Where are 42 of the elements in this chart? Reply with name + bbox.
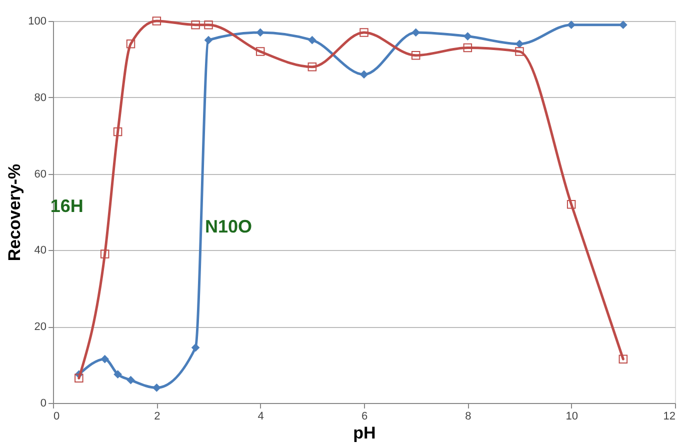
point	[515, 40, 524, 48]
point	[308, 62, 317, 72]
point	[515, 47, 524, 56]
x-axis-title: pH	[353, 424, 376, 442]
x-tick-label: 2	[154, 410, 160, 422]
point	[204, 36, 213, 44]
point	[191, 343, 200, 352]
point	[152, 384, 161, 392]
point	[566, 200, 576, 209]
y-tick-label: 60	[34, 168, 46, 180]
y-tick-label: 0	[40, 398, 46, 410]
point	[100, 250, 110, 258]
point	[618, 354, 628, 364]
point	[463, 32, 472, 40]
point	[191, 20, 200, 30]
x-tick-label: 6	[361, 410, 368, 422]
point	[204, 20, 213, 30]
y-tick-label: 40	[34, 244, 46, 257]
point	[126, 40, 136, 48]
series-label: 16H	[50, 196, 84, 216]
x-tick-label: 4	[258, 410, 264, 422]
point	[113, 127, 122, 136]
x-tick-label: 10	[566, 410, 578, 422]
point	[126, 376, 135, 384]
x-tick-label: 8	[465, 410, 472, 422]
x-tick-label: 0	[54, 410, 60, 422]
point	[463, 43, 472, 52]
x-tick-label: 12	[663, 410, 676, 422]
point	[308, 36, 316, 44]
series-label: N10O	[205, 216, 252, 237]
point	[411, 51, 420, 60]
y-tick-label: 100	[28, 16, 46, 28]
point	[360, 70, 368, 79]
y-tick-label: 80	[34, 92, 46, 104]
point	[360, 28, 368, 37]
point	[152, 16, 162, 26]
y-tick-label: 20	[34, 321, 46, 334]
point	[74, 374, 84, 383]
point	[256, 47, 265, 56]
y-axis-title: Recovery-%	[5, 164, 24, 262]
point	[100, 354, 110, 364]
point	[114, 370, 122, 379]
